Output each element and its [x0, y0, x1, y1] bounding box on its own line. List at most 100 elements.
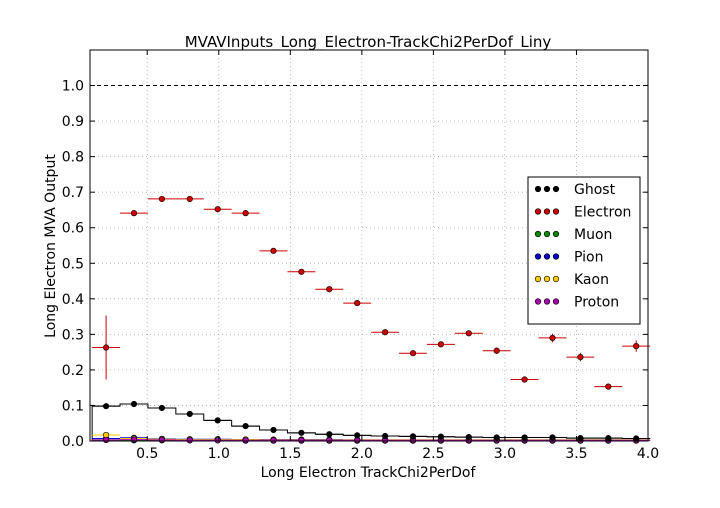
ghost-point [549, 434, 556, 441]
legend-marker [534, 298, 542, 305]
plot-area-frame [89, 49, 649, 442]
legend-marker [552, 230, 560, 238]
ghost-point [409, 433, 417, 440]
proton-point [130, 436, 138, 443]
legend-marker [552, 253, 560, 260]
ghost-point [214, 417, 221, 424]
electron-point [298, 268, 305, 275]
proton-point [242, 437, 249, 444]
legend-item-kaon: Kaon [534, 272, 609, 288]
y-tick-label: 0.4 [62, 292, 84, 308]
electron-point [521, 376, 528, 383]
electron-point [381, 329, 389, 336]
legend-item-proton: Proton [534, 295, 619, 311]
legend-item-pion: Pion [534, 250, 603, 266]
electron-point [633, 342, 640, 350]
ghost-point [158, 404, 165, 412]
electron-point [437, 341, 444, 348]
electron-point [326, 286, 333, 293]
proton-point [270, 437, 277, 444]
y-tick-label: 1.0 [62, 79, 84, 95]
ghost-point [298, 429, 305, 436]
electron-point [549, 334, 556, 342]
legend-label: Kaon [574, 272, 609, 288]
electron-point [354, 299, 361, 307]
ghost-point [437, 433, 444, 440]
legend-marker [543, 230, 551, 238]
ghost-point [633, 435, 640, 442]
legend-label: Electron [574, 205, 631, 221]
ghost-point [326, 431, 333, 438]
data-points [92, 195, 651, 444]
legend-item-ghost: Ghost [534, 182, 616, 198]
ghost-point [186, 410, 193, 418]
legend-marker [543, 185, 551, 193]
x-tick-label: 0.5 [136, 446, 158, 462]
chart-title: MVAVInputs_Long_Electron-TrackChi2PerDof… [185, 33, 552, 52]
y-tick-label: 0.0 [62, 434, 84, 450]
ghost-point [605, 435, 612, 442]
x-tick-label: 2.5 [422, 446, 444, 462]
legend-marker [543, 253, 551, 260]
electron-point [186, 195, 193, 203]
y-axis-label: Long Electron MVA Output [43, 154, 59, 338]
ghost-point [102, 403, 110, 410]
x-tick-label: 3.5 [565, 446, 587, 462]
proton-point [102, 436, 110, 444]
ghost-point [270, 426, 277, 434]
axis-ticks: 0.5 1.0 1.5 2.0 2.5 3.0 3.5 4.0 0.0 0.1 0.2 0.3 0.4 0… [62, 50, 659, 462]
ghost-point [521, 434, 528, 441]
legend-marker [543, 298, 551, 305]
series-ghost [92, 400, 651, 442]
legend-marker [534, 230, 542, 238]
legend-marker [534, 208, 542, 215]
legend-label: Pion [574, 250, 603, 266]
y-tick-label: 0.9 [62, 114, 84, 130]
legend-marker [543, 275, 551, 283]
electron-point [605, 383, 612, 390]
ghost-point [242, 422, 249, 430]
ghost-point [381, 432, 389, 440]
electron-point [102, 344, 110, 351]
proton-point [326, 437, 333, 444]
electron-point [465, 330, 472, 337]
legend: Ghost Electron Muon Pion Kaon Proton [527, 176, 641, 325]
y-tick-label: 0.8 [62, 150, 84, 166]
x-tick-label: 4.0 [637, 446, 659, 462]
x-axis-label: Long Electron TrackChi2PerDof [261, 465, 477, 481]
proton-point [186, 437, 193, 444]
electron-point [158, 195, 165, 203]
legend-marker [552, 298, 560, 305]
legend-marker [534, 275, 542, 283]
y-tick-label: 0.3 [62, 327, 84, 343]
legend-marker [543, 208, 551, 215]
y-tick-label: 0.2 [62, 363, 84, 379]
legend-marker [534, 253, 542, 260]
electron-point [242, 210, 249, 217]
legend-marker [552, 185, 560, 193]
y-tick-label: 0.1 [62, 398, 84, 414]
legend-marker [552, 275, 560, 283]
electron-point [214, 206, 221, 213]
legend-label: Muon [574, 227, 612, 243]
ghost-point [354, 432, 361, 439]
legend-marker [534, 185, 542, 193]
series-electron [92, 195, 651, 390]
proton-point [298, 437, 305, 444]
x-tick-label: 1.5 [279, 446, 301, 462]
ghost-point [493, 434, 500, 441]
x-tick-label: 2.0 [351, 446, 373, 462]
electron-point [130, 210, 138, 217]
ghost-point [465, 433, 472, 441]
ghost-point [130, 400, 138, 408]
ghost-point [577, 435, 584, 442]
legend-label: Ghost [574, 182, 616, 198]
electron-point [493, 347, 500, 354]
x-tick-label: 1.0 [208, 446, 230, 462]
proton-point [214, 437, 221, 444]
y-tick-label: 0.6 [62, 221, 84, 237]
electron-point [577, 354, 584, 361]
legend-marker [552, 208, 560, 215]
